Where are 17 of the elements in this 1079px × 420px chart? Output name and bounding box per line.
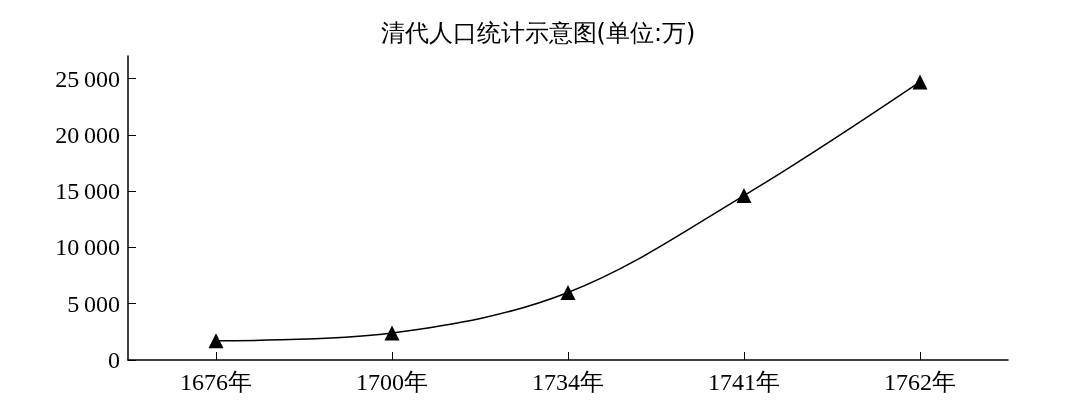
x-tick-label: 1734年 xyxy=(532,369,604,395)
y-tick-label: 20 000 xyxy=(55,121,120,148)
point xyxy=(912,74,928,90)
x-tick-label: 1700年 xyxy=(356,369,428,395)
point xyxy=(560,284,576,300)
y-tick-label: 0 xyxy=(108,347,120,373)
y-tick-label: 10 000 xyxy=(55,234,120,261)
x-tick-label: 1741年 xyxy=(708,369,780,395)
chart-title: 清代人口统计示意图(单位:万) xyxy=(380,19,696,47)
y-tick-label: 25 000 xyxy=(55,65,120,92)
point xyxy=(736,188,752,204)
point xyxy=(208,333,224,349)
point xyxy=(384,325,400,341)
y-tick-label: 15 000 xyxy=(55,178,120,205)
x-tick-label: 1676年 xyxy=(180,369,252,395)
x-tick-label: 1762年 xyxy=(884,369,956,395)
y-tick-label: 5 000 xyxy=(67,290,120,317)
